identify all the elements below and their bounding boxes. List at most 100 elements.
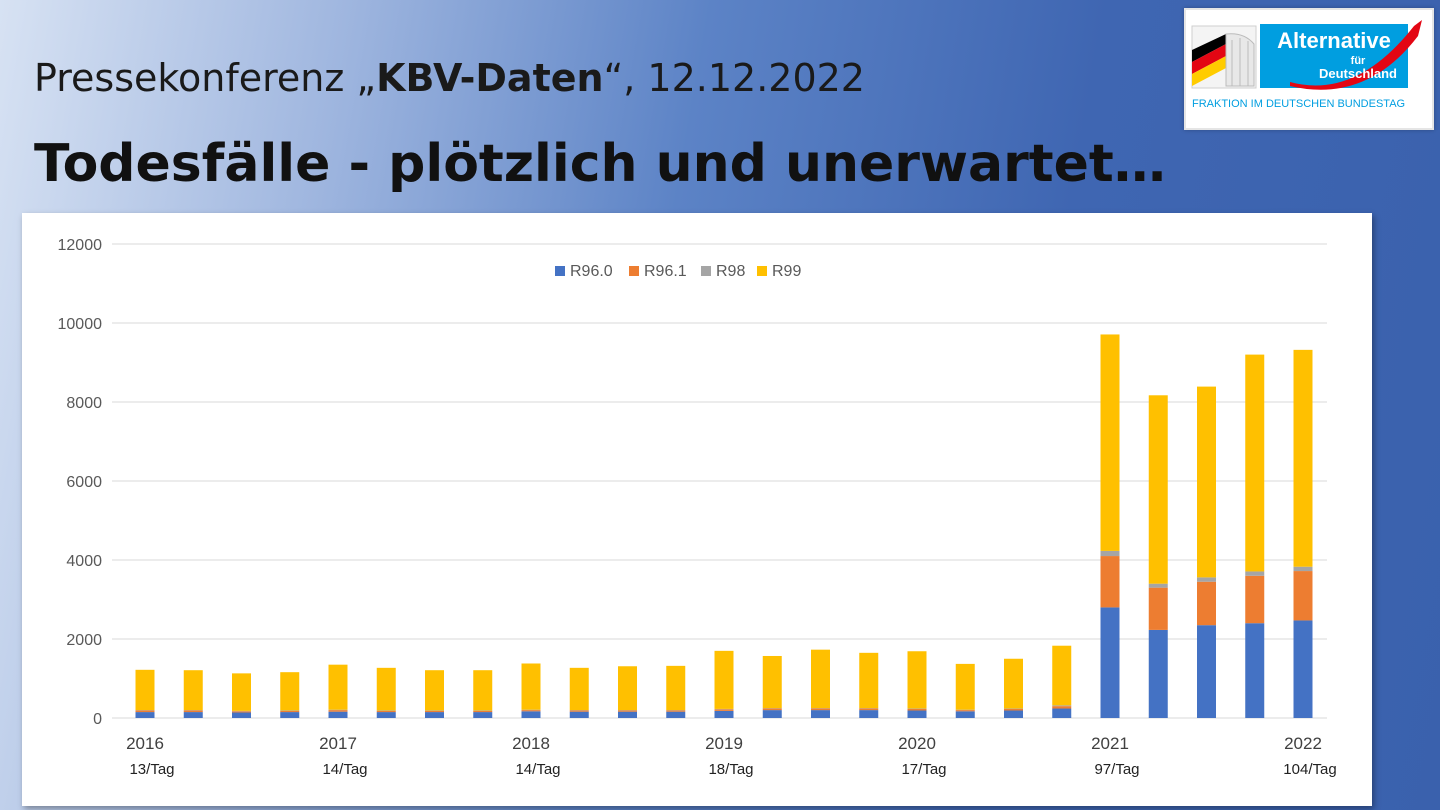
x-year-label: 2021 xyxy=(1091,734,1129,753)
x-rate-label: 14/Tag xyxy=(322,761,367,778)
x-rate-label: 13/Tag xyxy=(129,761,174,778)
bar-segment-r96-1 xyxy=(183,710,203,713)
bar-segment-r96-1 xyxy=(714,709,734,711)
x-year-label: 2017 xyxy=(319,734,357,753)
bar-segment-r96-1 xyxy=(521,710,541,712)
x-rate-label: 18/Tag xyxy=(708,761,753,778)
bar-segment-r96-1 xyxy=(1245,575,1265,624)
bar-segment-r96-0 xyxy=(232,712,251,718)
bar-segment-r96-1 xyxy=(280,710,300,713)
bar-segment-r99 xyxy=(183,670,203,711)
title-bold: KBV-Daten xyxy=(376,56,604,100)
x-rate-label: 104/Tag xyxy=(1283,761,1336,778)
bar-segment-r96-0 xyxy=(666,711,686,718)
bar-segment-r96-1 xyxy=(1197,581,1216,626)
logo-name-line3: Deutschland xyxy=(1319,66,1397,81)
bar-segment-r99 xyxy=(811,649,830,709)
bar-segment-r96-1 xyxy=(1293,571,1313,621)
bar-segment-r96-1 xyxy=(618,710,637,712)
slide-subtitle: Pressekonferenz „KBV-Daten“, 12.12.2022 xyxy=(34,56,865,100)
y-axis-ticks: 0 2000 4000 6000 8000 10000 12000 xyxy=(58,237,103,728)
bar-segment-r96-0 xyxy=(1148,629,1168,718)
bar-segment-r99 xyxy=(569,667,589,711)
bar-segment-r99 xyxy=(859,652,879,709)
bar-segment-r96-0 xyxy=(1245,623,1265,718)
bar-segment-r96-0 xyxy=(376,712,396,718)
y-tick-label: 8000 xyxy=(66,395,102,412)
bar-segment-r99 xyxy=(762,655,782,709)
x-rate-label: 97/Tag xyxy=(1094,761,1139,778)
bar-segment-r99 xyxy=(1052,645,1072,706)
x-year-label: 2018 xyxy=(512,734,550,753)
bar-segment-r96-0 xyxy=(1052,708,1072,718)
logo-name-line1: Alternative xyxy=(1277,28,1391,53)
legend: R96.0 R96.1 R98 R99 xyxy=(555,263,801,280)
bar-segment-r96-1 xyxy=(232,711,251,713)
legend-label: R96.0 xyxy=(570,263,613,280)
title-suffix: “, 12.12.2022 xyxy=(603,56,865,100)
bar-segment-r96-0 xyxy=(425,712,444,718)
bar-segment-r98 xyxy=(1100,550,1120,557)
bar-segment-r96-1 xyxy=(1100,556,1120,608)
bar-segment-r99 xyxy=(1100,334,1120,551)
x-year-label: 2019 xyxy=(705,734,743,753)
logo-graphic: Alternative für Deutschland FRAKTION IM … xyxy=(1191,20,1422,110)
flag-dome-mark xyxy=(1191,25,1257,89)
bar-segment-r96-1 xyxy=(666,710,686,712)
bar-segment-r96-1 xyxy=(473,710,493,713)
bar-segment-r96-1 xyxy=(1052,706,1072,709)
bar-segment-r99 xyxy=(473,670,493,711)
x-rate-label: 14/Tag xyxy=(515,761,560,778)
y-tick-label: 0 xyxy=(93,711,102,728)
bar-segment-r96-0 xyxy=(1004,710,1023,718)
bar-segment-r96-0 xyxy=(618,711,637,718)
legend-swatch xyxy=(701,266,711,276)
bar-segment-r98 xyxy=(1052,705,1072,707)
slide-headline: Todesfälle - plötzlich und unerwartet… xyxy=(34,134,1166,194)
y-tick-label: 12000 xyxy=(58,237,103,254)
legend-label: R99 xyxy=(772,263,801,280)
bar-segment-r96-0 xyxy=(328,711,348,718)
bar-segment-r99 xyxy=(666,665,686,711)
bar-segment-r96-1 xyxy=(907,708,927,711)
bar-segment-r96-0 xyxy=(280,712,300,718)
bar-segment-r96-1 xyxy=(1148,587,1168,630)
bar-segment-r96-0 xyxy=(811,710,830,718)
x-axis-labels: 2016 13/Tag 2017 14/Tag 2018 14/Tag 2019 18/Tag… xyxy=(126,734,1337,778)
bar-segment-r99 xyxy=(280,672,300,711)
bar-segment-r99 xyxy=(955,663,975,710)
bar-segment-r96-1 xyxy=(859,708,879,711)
logo-name-line2: für xyxy=(1351,55,1366,67)
chart-panel: 0 2000 4000 6000 8000 10000 12000 2016 13/Tag 20… xyxy=(22,213,1372,806)
bar-segment-r99 xyxy=(135,669,155,711)
bar-segment-r99 xyxy=(328,664,348,710)
bar-segment-r99 xyxy=(521,663,541,710)
bar-segment-r96-0 xyxy=(135,712,155,718)
logo-blue-box xyxy=(1260,24,1408,88)
bar-segment-r96-1 xyxy=(811,708,830,711)
logo-subtitle: FRAKTION IM DEUTSCHEN BUNDESTAG xyxy=(1192,98,1405,110)
legend-swatch xyxy=(629,266,639,276)
bar-segment-r99 xyxy=(425,670,444,711)
logo-red-swoosh xyxy=(1290,20,1422,90)
bar-segment-r98 xyxy=(1148,583,1168,588)
bar-segment-r98 xyxy=(1245,571,1265,576)
bar-segment-r99 xyxy=(1148,395,1168,584)
y-tick-label: 4000 xyxy=(66,553,102,570)
bar-segment-r98 xyxy=(1197,577,1216,582)
legend-swatch xyxy=(555,266,565,276)
bar-segment-r99 xyxy=(618,666,637,711)
bar-segment-r96-1 xyxy=(328,710,348,712)
bar-segment-r96-0 xyxy=(473,712,493,718)
y-tick-label: 6000 xyxy=(66,474,102,491)
bar-segment-r96-0 xyxy=(955,711,975,718)
x-year-label: 2020 xyxy=(898,734,936,753)
bar-segment-r96-0 xyxy=(521,711,541,718)
legend-swatch xyxy=(757,266,767,276)
bar-segment-r96-0 xyxy=(1197,625,1216,718)
bar-segment-r96-0 xyxy=(183,712,203,718)
bar-segment-r96-1 xyxy=(569,710,589,712)
bar-segment-r96-0 xyxy=(859,710,879,718)
bar-segment-r96-1 xyxy=(1004,708,1023,711)
